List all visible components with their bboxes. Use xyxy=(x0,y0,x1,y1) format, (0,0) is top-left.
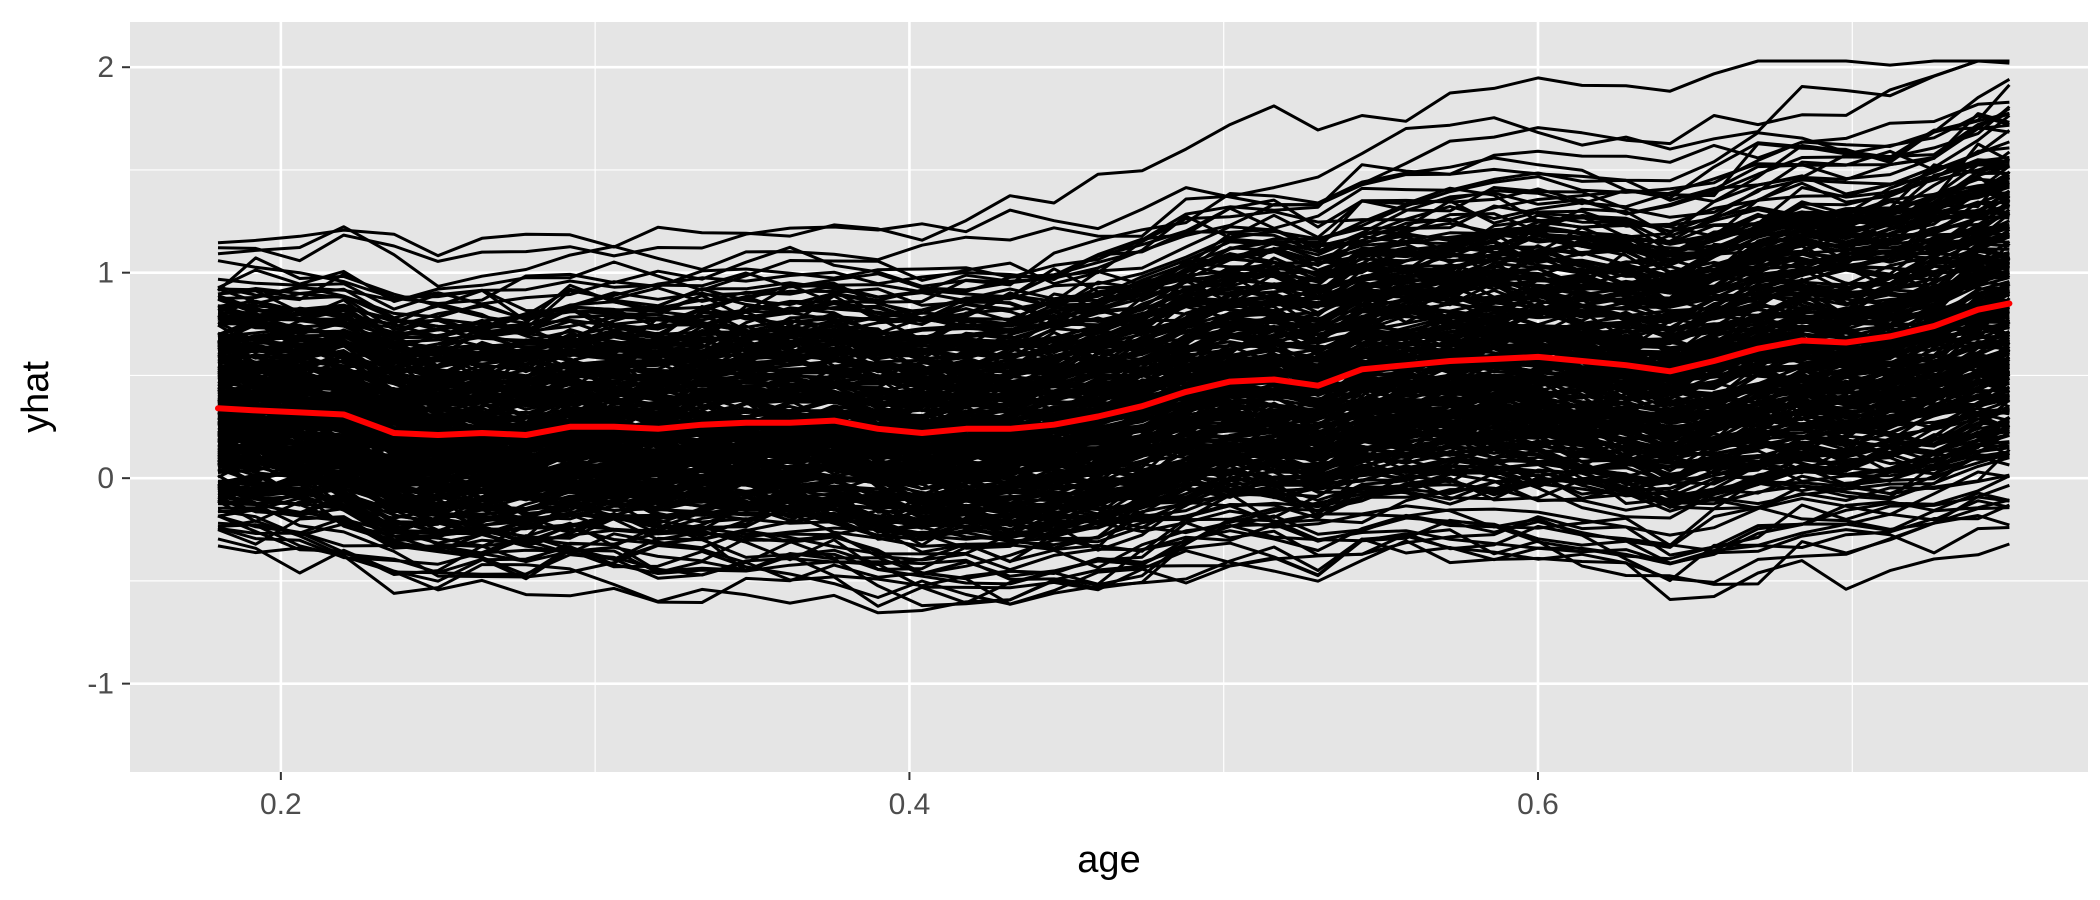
y-tick-label: 1 xyxy=(97,257,114,290)
ice-line xyxy=(217,222,2010,397)
x-tick-label: 0.2 xyxy=(260,788,302,821)
x-tick-label: 0.4 xyxy=(889,788,931,821)
ice-line xyxy=(217,298,2010,457)
ice-line xyxy=(217,323,2010,483)
ice-line xyxy=(217,428,2010,538)
ice-line xyxy=(217,444,2010,540)
ice-line xyxy=(217,366,2010,484)
ice-line xyxy=(217,158,2010,370)
axes: 0.2 0.4 0.6 -1 0 1 2 xyxy=(87,51,1559,821)
ice-line xyxy=(217,214,2010,404)
x-tick-label: 0.6 xyxy=(1517,788,1559,821)
y-axis-title: yhat xyxy=(15,361,57,433)
ice-line xyxy=(217,59,2010,258)
ice-line xyxy=(217,203,2010,391)
ice-line xyxy=(217,421,2010,556)
x-axis-title: age xyxy=(1077,839,1140,881)
mean-line xyxy=(215,300,2013,438)
ice-line xyxy=(217,114,2011,336)
y-tick-label: 0 xyxy=(97,462,114,495)
ice-line xyxy=(217,59,2010,263)
ice-line xyxy=(217,372,2011,517)
ice-line xyxy=(217,252,2010,414)
ice-line xyxy=(217,176,2011,383)
y-tick-label: -1 xyxy=(87,668,114,701)
ice-line xyxy=(217,299,2011,447)
ice-line xyxy=(217,508,2010,606)
ice-line xyxy=(217,483,2010,572)
ice-line xyxy=(217,424,2011,539)
ice-line xyxy=(217,355,2011,475)
y-tick-label: 2 xyxy=(97,51,114,84)
mean-line-group xyxy=(215,300,2013,438)
ice-line xyxy=(217,78,2011,308)
ice-line xyxy=(217,473,2010,573)
ice-line xyxy=(217,474,2011,587)
ice-line xyxy=(217,125,2010,317)
ice-line xyxy=(217,257,2011,408)
ice-line xyxy=(217,326,2010,460)
ice-line xyxy=(217,170,2011,351)
ice-line xyxy=(217,105,2011,340)
ice-line xyxy=(217,265,2010,436)
ice-line xyxy=(217,408,2010,511)
ice-line xyxy=(217,421,2010,528)
ice-line xyxy=(217,59,2010,288)
ice-lines xyxy=(217,59,2011,615)
ice-line xyxy=(217,455,2010,547)
ice-line xyxy=(217,369,2010,504)
ice-line xyxy=(217,452,2010,543)
ice-line xyxy=(217,235,2010,357)
ice-line xyxy=(217,351,2010,509)
ice-line xyxy=(217,495,2010,586)
ice-line xyxy=(217,273,2010,426)
